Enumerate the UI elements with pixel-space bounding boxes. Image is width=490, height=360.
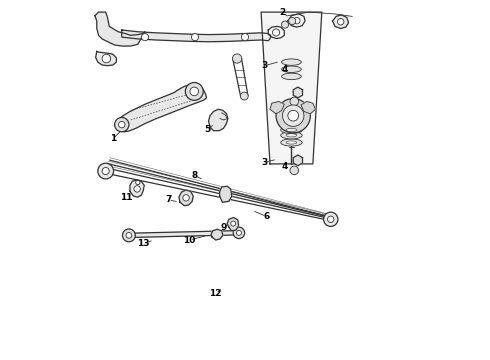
Polygon shape <box>293 155 302 166</box>
Polygon shape <box>211 229 223 240</box>
Polygon shape <box>301 102 316 114</box>
Circle shape <box>290 97 298 106</box>
Circle shape <box>276 99 310 133</box>
Circle shape <box>115 117 129 132</box>
Circle shape <box>142 33 148 41</box>
Text: 7: 7 <box>165 195 172 204</box>
Circle shape <box>185 82 203 100</box>
Circle shape <box>237 230 242 235</box>
Circle shape <box>126 233 132 238</box>
Polygon shape <box>129 231 234 238</box>
Ellipse shape <box>281 139 302 146</box>
Polygon shape <box>179 190 193 206</box>
Circle shape <box>281 21 289 28</box>
Polygon shape <box>130 180 144 197</box>
Text: 5: 5 <box>204 126 211 135</box>
Circle shape <box>288 111 298 121</box>
Circle shape <box>136 180 140 185</box>
Polygon shape <box>288 14 305 27</box>
Circle shape <box>272 29 280 36</box>
Circle shape <box>231 221 236 226</box>
Circle shape <box>283 105 304 126</box>
Ellipse shape <box>286 134 297 137</box>
Ellipse shape <box>286 141 297 144</box>
Ellipse shape <box>281 132 302 139</box>
Text: 3: 3 <box>262 158 268 167</box>
Circle shape <box>102 54 111 63</box>
Circle shape <box>323 212 338 226</box>
Polygon shape <box>122 30 270 42</box>
Polygon shape <box>333 15 348 28</box>
Circle shape <box>190 87 198 96</box>
Ellipse shape <box>281 126 302 134</box>
Polygon shape <box>220 186 232 202</box>
Text: 4: 4 <box>281 66 288 75</box>
Circle shape <box>232 54 242 63</box>
Circle shape <box>242 33 248 41</box>
Circle shape <box>134 186 140 192</box>
Polygon shape <box>119 84 206 132</box>
Circle shape <box>294 18 300 24</box>
Circle shape <box>119 121 125 128</box>
Polygon shape <box>270 102 284 114</box>
Text: 10: 10 <box>183 235 196 244</box>
Circle shape <box>102 167 109 175</box>
Polygon shape <box>227 217 239 231</box>
Text: 9: 9 <box>220 222 227 231</box>
Circle shape <box>289 18 296 24</box>
Circle shape <box>290 166 298 175</box>
Text: 12: 12 <box>209 289 222 298</box>
Ellipse shape <box>282 66 301 72</box>
Circle shape <box>233 227 245 239</box>
Ellipse shape <box>282 73 301 80</box>
Polygon shape <box>209 109 228 131</box>
Text: 8: 8 <box>192 171 198 180</box>
Polygon shape <box>268 26 284 39</box>
Circle shape <box>183 195 189 201</box>
Circle shape <box>122 229 135 242</box>
Ellipse shape <box>286 129 297 132</box>
Circle shape <box>98 163 114 179</box>
Ellipse shape <box>282 59 301 65</box>
Circle shape <box>338 18 344 25</box>
Polygon shape <box>96 51 117 66</box>
Circle shape <box>327 216 334 222</box>
Circle shape <box>241 92 248 100</box>
Text: 11: 11 <box>120 193 133 202</box>
Text: 3: 3 <box>262 61 268 70</box>
Polygon shape <box>95 12 145 46</box>
Text: 4: 4 <box>281 162 288 171</box>
Text: 1: 1 <box>110 134 116 143</box>
Text: 6: 6 <box>263 212 270 221</box>
Circle shape <box>192 33 198 41</box>
Polygon shape <box>293 87 302 98</box>
Text: 13: 13 <box>137 239 149 248</box>
Text: 2: 2 <box>279 8 286 17</box>
Polygon shape <box>261 12 322 164</box>
